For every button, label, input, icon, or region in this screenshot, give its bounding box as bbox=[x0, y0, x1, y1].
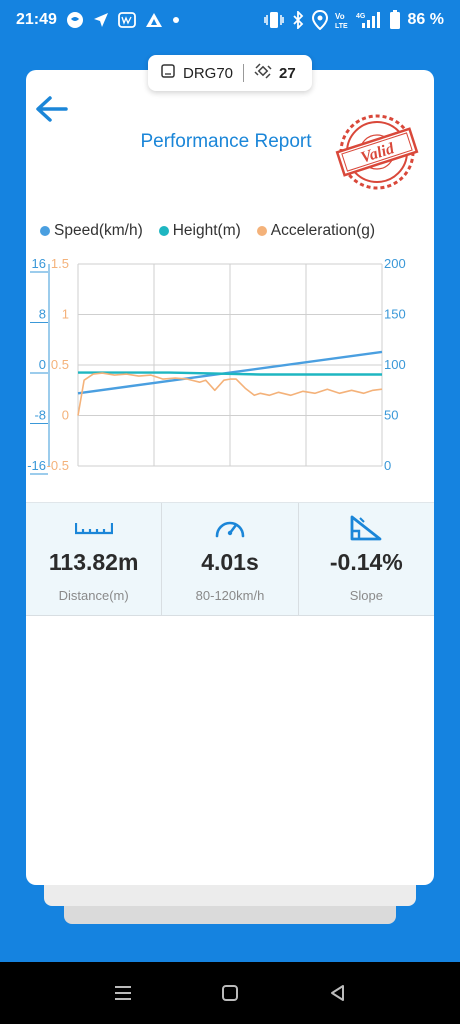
status-bar: 21:49 Vo LTE 4G bbox=[0, 0, 460, 40]
volte-icon: Vo LTE bbox=[335, 11, 349, 29]
tick-label-acceleration: 1 bbox=[62, 307, 69, 322]
tick-label-acceleration: 0 bbox=[62, 408, 69, 423]
stat-value: -0.14% bbox=[329, 549, 403, 575]
back-button[interactable] bbox=[32, 92, 72, 126]
tick-label-speed: 0 bbox=[384, 458, 391, 473]
speedometer-icon bbox=[214, 515, 246, 541]
stat-value: 113.82m bbox=[48, 549, 139, 575]
slope-icon bbox=[349, 515, 383, 541]
satellite-count: 27 bbox=[279, 64, 296, 82]
report-card bbox=[26, 70, 434, 885]
device-name: DRG70 bbox=[183, 64, 234, 82]
battery-icon bbox=[389, 10, 401, 30]
stat-label: Distance(m) bbox=[58, 588, 129, 603]
tick-label-speed: 200 bbox=[384, 256, 406, 271]
menu-icon[interactable] bbox=[108, 978, 138, 1008]
series-line-acceleration bbox=[77, 372, 383, 416]
legend-dot bbox=[40, 226, 50, 236]
legend-label: Speed(km/h) bbox=[54, 222, 143, 239]
triangle-app-icon bbox=[145, 12, 163, 28]
legend-label: Height(m) bbox=[172, 222, 241, 239]
svg-text:4G: 4G bbox=[356, 13, 366, 20]
stat-value: 4.01s bbox=[201, 549, 259, 575]
satellite-icon bbox=[254, 62, 272, 84]
tick-label-acceleration: -0.5 bbox=[47, 458, 69, 473]
legend-label: Acceleration(g) bbox=[270, 222, 376, 239]
tick-label-height: -8 bbox=[34, 408, 46, 423]
series-line-speed bbox=[77, 350, 383, 395]
performance-chart: 16 8 0 -8 -16 1.5 1 0.5 0 -0.5 200 150 100 50 0 bbox=[27, 256, 406, 475]
legend-item-speed[interactable]: Speed(km/h) bbox=[40, 222, 143, 240]
tick-label-acceleration: 1.5 bbox=[51, 256, 69, 271]
tick-label-speed: 100 bbox=[384, 357, 406, 372]
home-icon[interactable] bbox=[215, 978, 245, 1008]
valid-stamp: Valid bbox=[335, 112, 419, 192]
tick-label-acceleration: 0.5 bbox=[51, 357, 69, 372]
series-line-height bbox=[78, 371, 382, 376]
stat-acceleration-time: 4.01s 80-120km/h bbox=[162, 503, 299, 615]
legend-dot bbox=[256, 226, 267, 236]
signal-4g-icon: 4G bbox=[356, 11, 382, 29]
wn-badge-icon bbox=[118, 12, 136, 28]
legend-dot bbox=[158, 226, 169, 236]
back-icon[interactable] bbox=[322, 978, 352, 1008]
chat-bubble-icon bbox=[66, 11, 84, 29]
device-icon bbox=[160, 63, 176, 83]
stats-panel: 113.82m Distance(m) 4.01s 80-120km/h -0.… bbox=[26, 502, 434, 616]
legend-item-acceleration[interactable]: Acceleration(g) bbox=[256, 222, 376, 240]
legend-item-height[interactable]: Height(m) bbox=[158, 222, 241, 240]
stat-label: Slope bbox=[349, 588, 383, 603]
bluetooth-icon bbox=[291, 11, 305, 29]
tick-label-height: 0 bbox=[39, 357, 46, 372]
stat-slope: -0.14% Slope bbox=[299, 503, 434, 615]
tick-label-height: 8 bbox=[39, 307, 46, 322]
tick-label-height: -16 bbox=[27, 458, 46, 473]
stat-label: 80-120km/h bbox=[195, 588, 265, 603]
system-nav-bar bbox=[0, 962, 460, 1024]
stat-distance: 113.82m Distance(m) bbox=[26, 503, 163, 615]
divider bbox=[243, 64, 245, 82]
device-status-pill[interactable]: DRG70 27 bbox=[148, 55, 312, 91]
tick-label-speed: 50 bbox=[384, 408, 398, 423]
svg-text:LTE: LTE bbox=[335, 23, 348, 29]
svg-text:Vo: Vo bbox=[335, 12, 345, 21]
ruler-icon bbox=[74, 515, 113, 541]
tick-label-speed: 150 bbox=[384, 307, 406, 322]
dot-icon bbox=[172, 16, 180, 24]
location-pin-icon bbox=[311, 10, 328, 30]
status-time: 21:49 bbox=[16, 11, 57, 28]
page-title: Performance Report bbox=[140, 131, 312, 152]
chart-legend: Speed(km/h) Height(m) Acceleration(g) bbox=[40, 220, 391, 242]
battery-percent: 86 % bbox=[407, 11, 444, 28]
tick-label-height: 16 bbox=[32, 256, 46, 271]
location-arrow-icon bbox=[93, 12, 109, 28]
vibrate-icon bbox=[263, 11, 284, 29]
